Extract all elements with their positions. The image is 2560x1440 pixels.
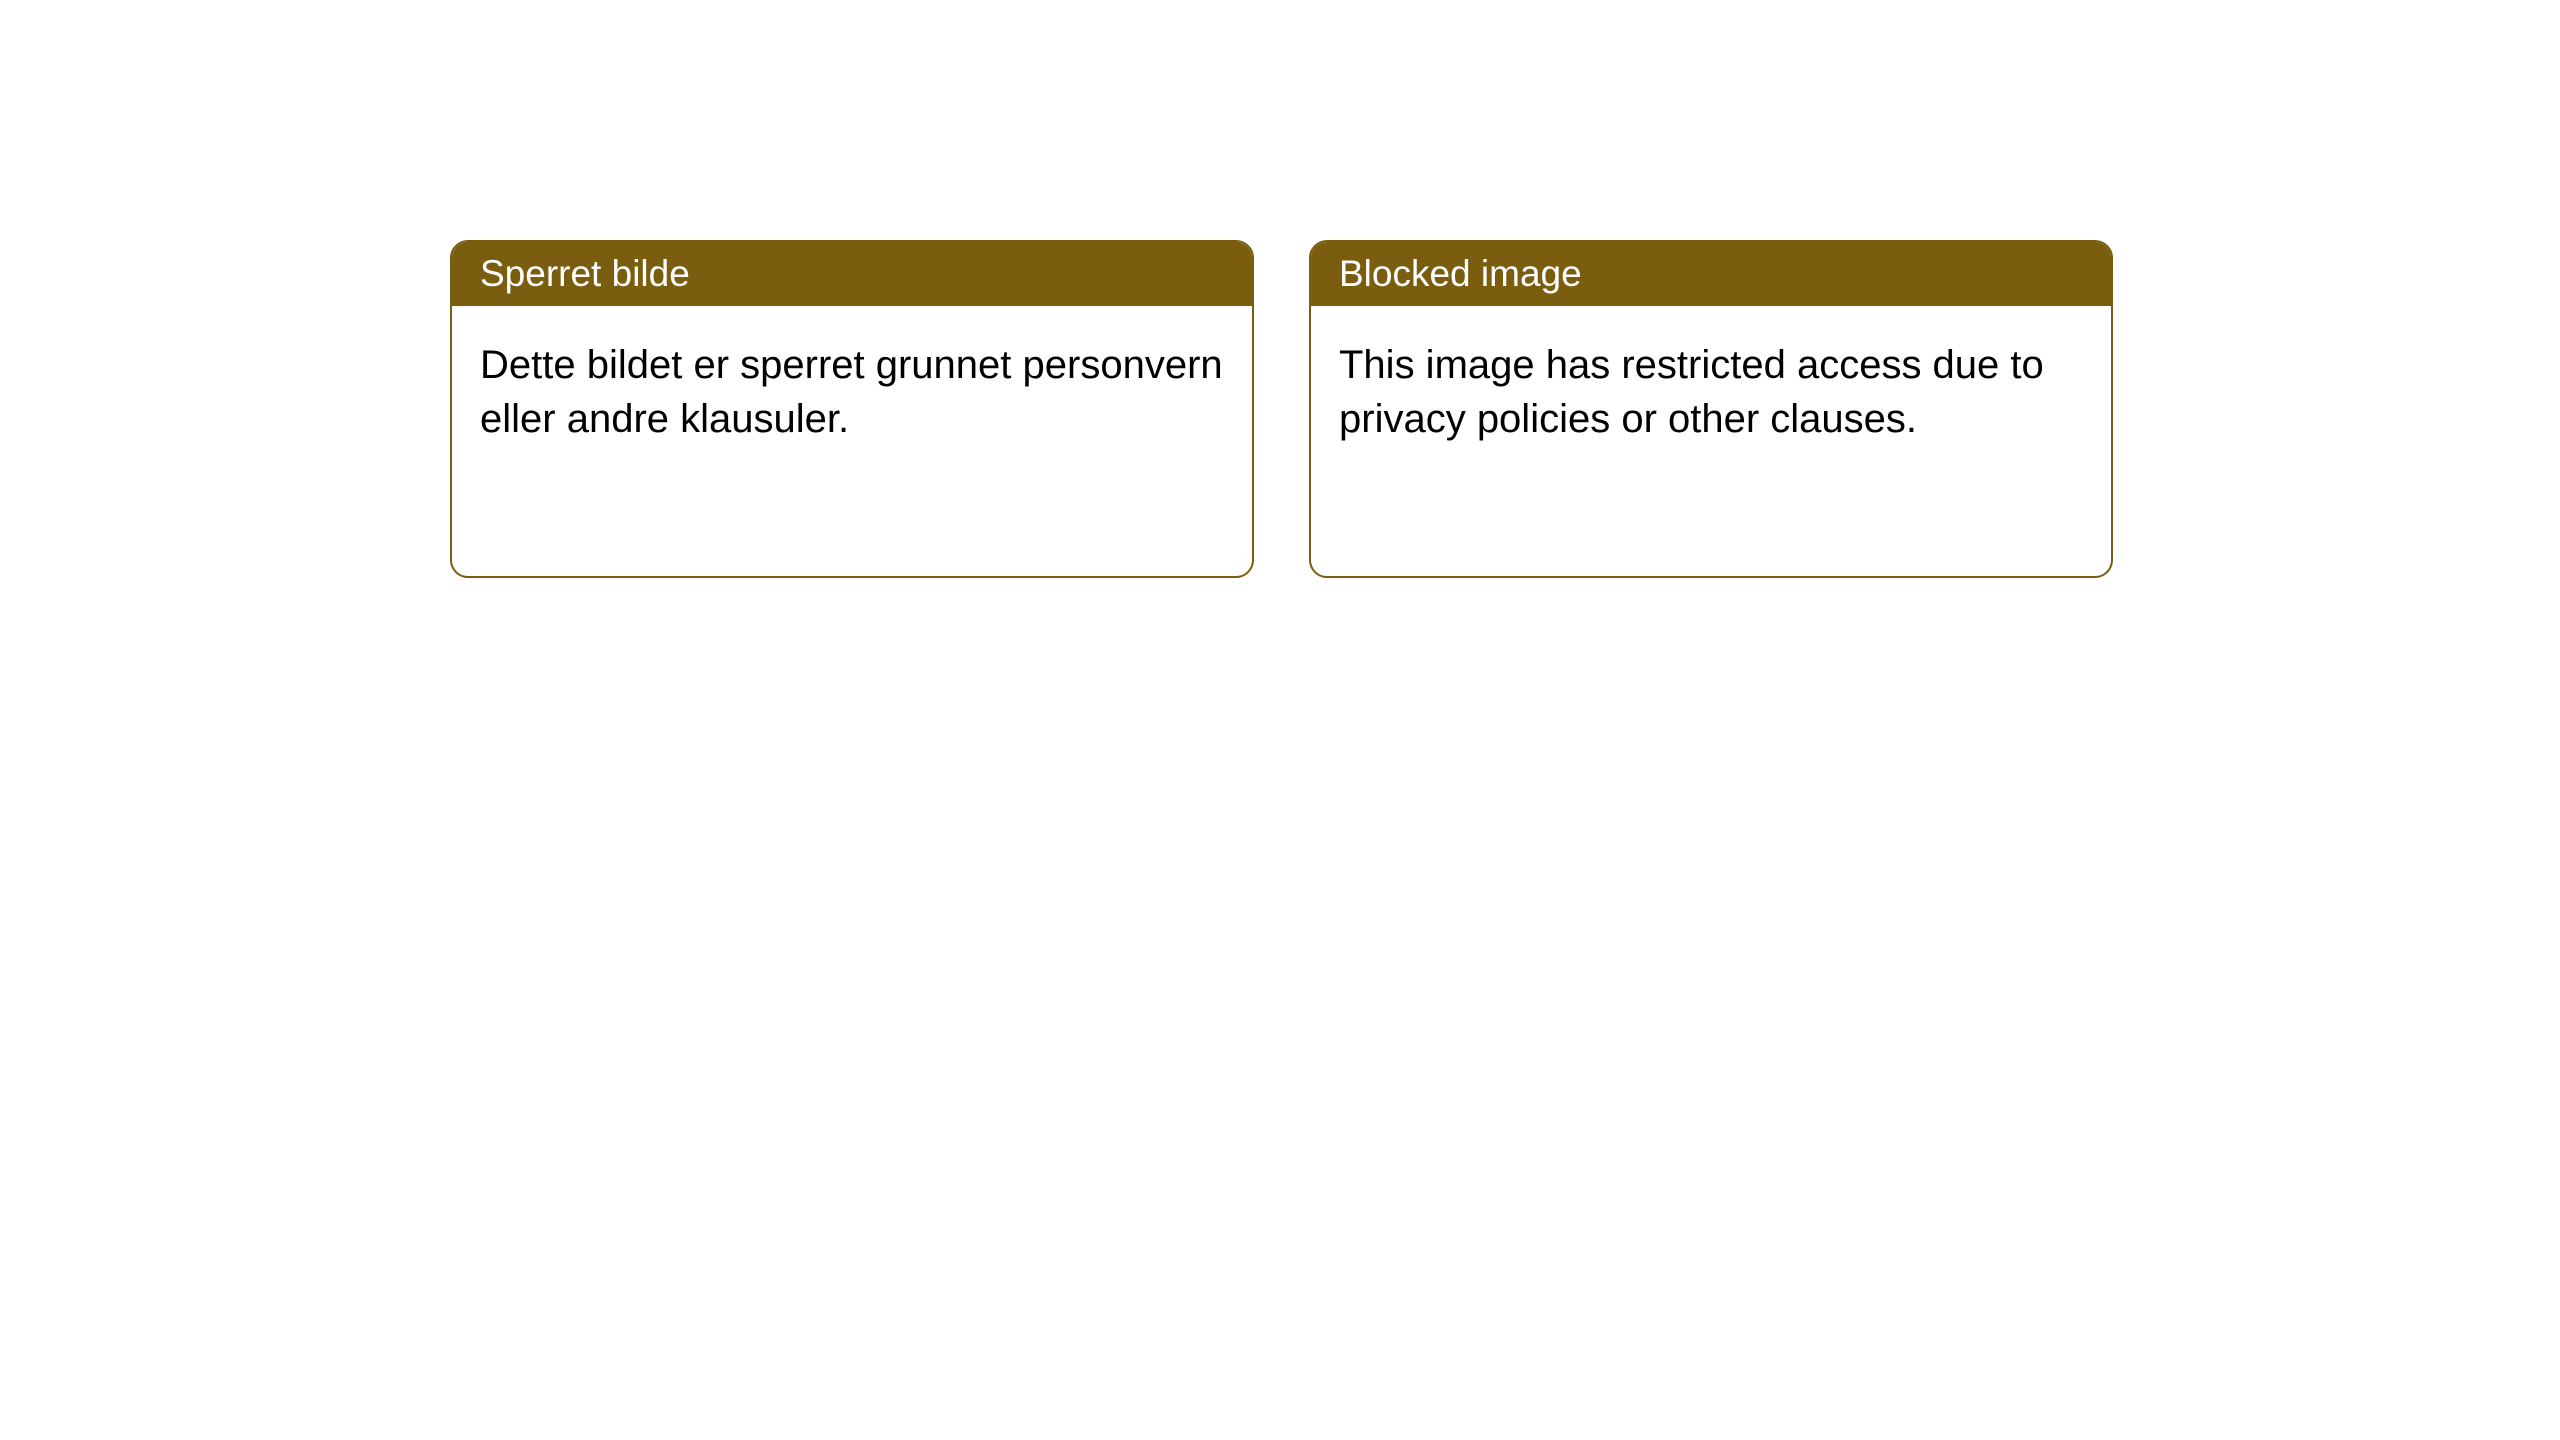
card-message: Dette bildet er sperret grunnet personve…: [480, 343, 1223, 441]
card-header: Blocked image: [1311, 242, 2111, 306]
notice-card-norwegian: Sperret bilde Dette bildet er sperret gr…: [450, 240, 1254, 578]
card-message: This image has restricted access due to …: [1339, 343, 2044, 441]
notice-cards-container: Sperret bilde Dette bildet er sperret gr…: [450, 240, 2113, 578]
card-header: Sperret bilde: [452, 242, 1252, 306]
card-body: Dette bildet er sperret grunnet personve…: [452, 306, 1252, 576]
notice-card-english: Blocked image This image has restricted …: [1309, 240, 2113, 578]
card-body: This image has restricted access due to …: [1311, 306, 2111, 576]
card-title: Sperret bilde: [480, 253, 690, 294]
card-title: Blocked image: [1339, 253, 1582, 294]
